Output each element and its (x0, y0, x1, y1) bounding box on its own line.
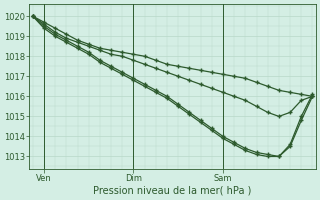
X-axis label: Pression niveau de la mer( hPa ): Pression niveau de la mer( hPa ) (93, 186, 252, 196)
